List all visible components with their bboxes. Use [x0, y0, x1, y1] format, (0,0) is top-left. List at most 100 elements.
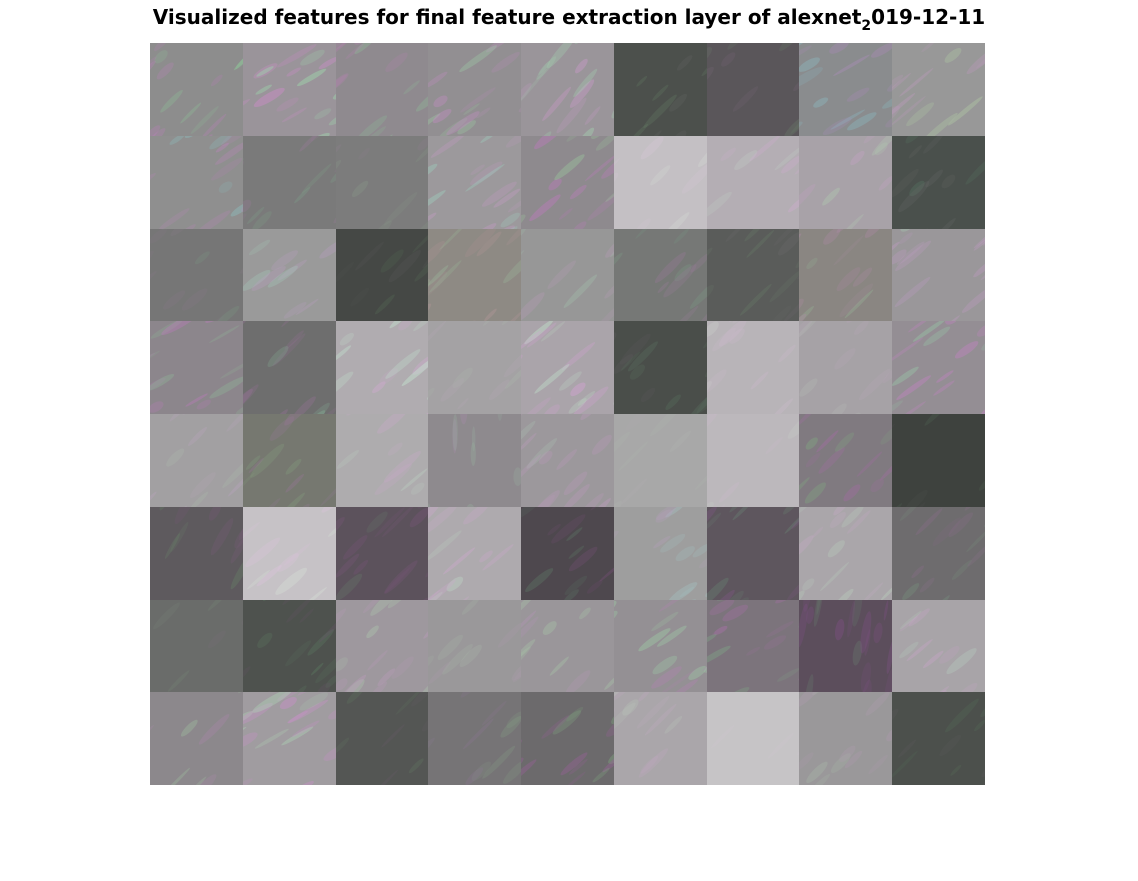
feature-texture [242, 321, 336, 414]
feature-tile [335, 228, 429, 322]
feature-tile [799, 692, 893, 785]
feature-texture [335, 135, 429, 229]
feature-texture [428, 599, 522, 690]
feature-texture [629, 55, 707, 136]
feature-tile [150, 599, 243, 693]
feature-texture [706, 599, 800, 693]
feature-texture [706, 43, 800, 136]
feature-texture [899, 506, 985, 600]
feature-texture [242, 135, 336, 229]
feature-texture [521, 506, 614, 600]
feature-tile [799, 43, 893, 136]
feature-tile [150, 228, 243, 322]
feature-tile [613, 506, 707, 600]
feature-texture [706, 321, 796, 414]
feature-texture [892, 414, 985, 507]
feature-texture [799, 43, 893, 136]
feature-tile [613, 692, 707, 785]
feature-tile [892, 692, 985, 785]
feature-tile [150, 43, 243, 136]
feature-tile [521, 506, 614, 600]
feature-texture [613, 414, 707, 507]
feature-texture [706, 414, 800, 507]
feature-texture [428, 414, 522, 507]
feature-tile [150, 135, 243, 229]
feature-tile [799, 599, 893, 693]
feature-texture [892, 135, 985, 229]
feature-tile [335, 321, 429, 414]
feature-tile [892, 43, 985, 136]
feature-texture [335, 414, 429, 496]
feature-texture [521, 43, 614, 136]
feature-tile [242, 321, 336, 414]
feature-tile [706, 692, 800, 785]
feature-texture [706, 135, 800, 219]
feature-tile [799, 506, 893, 600]
feature-tile [706, 414, 800, 507]
feature-texture [242, 506, 336, 600]
feature-texture [428, 135, 522, 229]
feature-tile [428, 414, 522, 507]
feature-tile [799, 321, 893, 414]
feature-texture [799, 135, 893, 229]
feature-tile [521, 228, 614, 322]
feature-tile [335, 506, 429, 600]
feature-tile [242, 506, 336, 600]
feature-tile [892, 135, 985, 229]
feature-texture [242, 599, 336, 693]
feature-texture [335, 506, 429, 600]
feature-montage [150, 43, 985, 785]
feature-texture [150, 43, 243, 136]
feature-texture [242, 692, 336, 785]
feature-texture [521, 135, 614, 229]
feature-texture [892, 321, 985, 414]
feature-tile [242, 599, 336, 693]
feature-texture [521, 321, 614, 414]
feature-tile [799, 414, 893, 507]
feature-tile [521, 135, 614, 229]
feature-texture [892, 694, 985, 785]
feature-texture [892, 228, 985, 322]
feature-texture [799, 599, 893, 693]
feature-tile [428, 506, 522, 600]
feature-tile [150, 414, 243, 507]
feature-tile [521, 692, 614, 785]
feature-texture [706, 228, 800, 322]
feature-texture [613, 692, 683, 778]
feature-texture [799, 414, 893, 507]
feature-tile [428, 228, 522, 322]
feature-tile [242, 692, 336, 785]
feature-texture [335, 321, 429, 414]
feature-tile [706, 135, 800, 229]
feature-texture [892, 43, 985, 136]
feature-tile [521, 321, 614, 414]
feature-tile [892, 321, 985, 414]
feature-texture [150, 506, 243, 600]
feature-texture [613, 135, 707, 229]
feature-tile [706, 228, 800, 322]
feature-texture [428, 321, 522, 410]
feature-texture [613, 228, 707, 322]
title-main: Visualized features for final feature ex… [152, 5, 862, 29]
title-subscript: 2 [861, 18, 872, 34]
feature-texture [335, 43, 429, 136]
feature-tile [335, 43, 429, 136]
feature-tile [242, 135, 336, 229]
feature-tile [892, 414, 985, 507]
feature-texture [899, 607, 978, 693]
feature-tile [150, 692, 243, 785]
feature-texture [242, 238, 336, 322]
feature-tile [892, 506, 985, 600]
feature-tile [150, 506, 243, 600]
feature-texture [521, 692, 614, 785]
feature-tile [242, 43, 336, 136]
feature-texture [242, 414, 336, 507]
feature-tile [706, 599, 800, 693]
feature-tile [150, 321, 243, 414]
feature-texture [150, 692, 243, 785]
feature-texture [613, 599, 707, 693]
feature-texture [335, 692, 429, 785]
feature-tile [335, 692, 429, 785]
feature-tile [428, 135, 522, 229]
feature-texture [150, 228, 243, 322]
